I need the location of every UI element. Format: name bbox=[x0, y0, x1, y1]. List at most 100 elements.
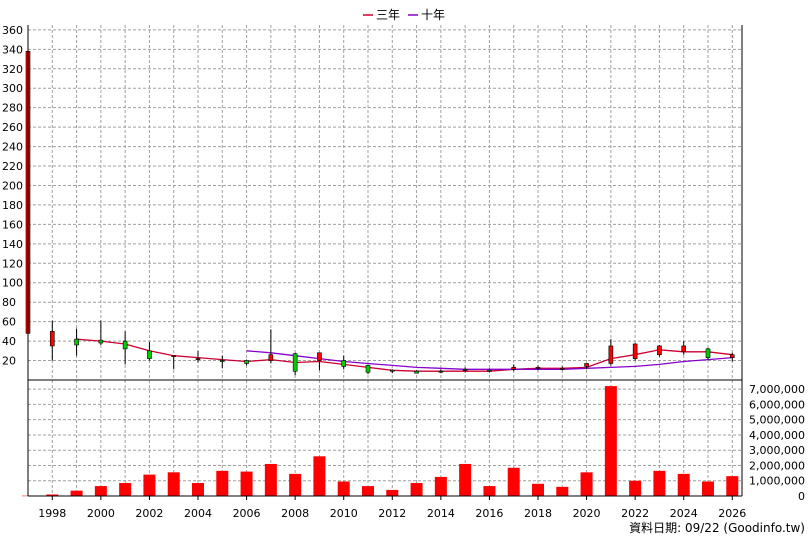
year-tick-label: 2018 bbox=[524, 507, 552, 520]
volume-tick-label: 5,000,000 bbox=[749, 414, 805, 427]
year-tick-label: 2000 bbox=[87, 507, 115, 520]
volume-bar bbox=[459, 463, 472, 496]
year-tick-label: 2004 bbox=[184, 507, 212, 520]
volume-bar bbox=[94, 486, 107, 496]
volume-bar bbox=[216, 470, 229, 496]
candle-body bbox=[584, 363, 589, 367]
candle-body bbox=[74, 338, 79, 346]
candle-body bbox=[195, 358, 201, 360]
price-tick-label: 280 bbox=[2, 102, 23, 115]
price-tick-label: 160 bbox=[2, 218, 23, 231]
candle-body bbox=[98, 339, 104, 344]
chart-legend: 三年 十年 bbox=[363, 8, 445, 22]
price-tick-label: 80 bbox=[2, 296, 16, 309]
volume-bar bbox=[629, 480, 642, 496]
price-tick-label: 60 bbox=[2, 316, 16, 329]
candle-body bbox=[49, 331, 55, 347]
candle-body bbox=[244, 360, 249, 364]
candle-body bbox=[389, 369, 395, 372]
volume-gridlines bbox=[28, 388, 742, 482]
year-tick-label: 2024 bbox=[670, 507, 698, 520]
price-tick-label: 320 bbox=[2, 63, 23, 76]
candle-body bbox=[608, 345, 614, 364]
candle-body bbox=[414, 370, 419, 374]
candle-body bbox=[487, 369, 492, 372]
candle-body bbox=[438, 370, 444, 373]
candle-body bbox=[462, 369, 468, 371]
price-tick-label: 220 bbox=[2, 160, 23, 173]
volume-bar bbox=[677, 473, 690, 496]
volume-bar bbox=[70, 490, 83, 496]
candle-body bbox=[559, 368, 565, 370]
price-axis-ticks: 20 40 60 80 100 120 140 160 180 200 220 240 260 280 30… bbox=[2, 24, 23, 368]
volume-bar bbox=[604, 386, 617, 496]
candle-body bbox=[268, 354, 274, 361]
candle-body bbox=[632, 343, 638, 359]
year-axis-ticks: 1998 2000 2002 2004 2006 2008 2010 2012 2014 2016… bbox=[38, 496, 746, 520]
price-tick-label: 260 bbox=[2, 121, 23, 134]
price-tick-label: 340 bbox=[2, 43, 23, 56]
volume-tick-label: 3,000,000 bbox=[749, 444, 805, 457]
candle-body bbox=[292, 353, 298, 372]
year-tick-label: 2010 bbox=[330, 507, 358, 520]
volume-bar bbox=[556, 486, 569, 496]
volume-bar bbox=[434, 476, 447, 496]
year-tick-label: 2012 bbox=[378, 507, 406, 520]
price-tick-label: 360 bbox=[2, 24, 23, 37]
volume-bar bbox=[386, 489, 399, 496]
year-tick-label: 2008 bbox=[281, 507, 309, 520]
price-tick-label: 300 bbox=[2, 82, 23, 95]
volume-bar bbox=[362, 486, 374, 496]
price-tick-label: 20 bbox=[2, 355, 16, 368]
volume-bar bbox=[532, 483, 544, 496]
candle-body bbox=[535, 367, 541, 369]
candle-body bbox=[705, 348, 711, 358]
volume-bar bbox=[702, 481, 714, 496]
legend-label-3yr: 三年 bbox=[376, 8, 400, 22]
year-tick-label: 2020 bbox=[573, 507, 601, 520]
candle-body bbox=[341, 360, 347, 367]
ma-3yr-line bbox=[76, 338, 733, 372]
volume-bar bbox=[119, 483, 132, 496]
legend-label-10yr: 十年 bbox=[421, 8, 445, 22]
candle-body bbox=[317, 352, 322, 361]
candlesticks bbox=[25, 29, 735, 376]
candle-body bbox=[122, 340, 128, 350]
year-tick-label: 2014 bbox=[427, 507, 455, 520]
volume-bar bbox=[192, 483, 204, 496]
price-tick-label: 200 bbox=[2, 179, 23, 192]
volume-bar bbox=[240, 471, 253, 496]
volume-tick-label: 2,000,000 bbox=[749, 459, 805, 472]
year-tick-label: 2022 bbox=[621, 507, 649, 520]
volume-tick-label: 7,000,000 bbox=[749, 383, 805, 396]
volume-bar bbox=[46, 494, 59, 496]
year-tick-label: 2006 bbox=[233, 507, 261, 520]
volume-bar bbox=[337, 481, 350, 496]
candle-body bbox=[657, 345, 662, 356]
candle-body bbox=[729, 354, 735, 358]
volume-bar bbox=[483, 486, 496, 496]
volume-bar bbox=[143, 474, 156, 496]
candle-body bbox=[219, 360, 225, 362]
price-tick-label: 140 bbox=[2, 238, 23, 251]
volume-bar bbox=[313, 456, 326, 496]
volume-axis-ticks: 0 1,000,000 2,000,000 3,000,000 4,000,000 5,0… bbox=[749, 383, 805, 503]
volume-bars bbox=[22, 386, 739, 497]
volume-tick-label: 6,000,000 bbox=[749, 398, 805, 411]
price-tick-label: 240 bbox=[2, 141, 23, 154]
price-tick-label: 40 bbox=[2, 335, 16, 348]
price-tick-label: 100 bbox=[2, 277, 23, 290]
volume-bar bbox=[726, 476, 739, 496]
price-tick-label: 120 bbox=[2, 257, 23, 270]
price-gridlines bbox=[28, 25, 742, 496]
year-tick-label: 2016 bbox=[475, 507, 503, 520]
volume-bar bbox=[289, 473, 302, 496]
volume-bar bbox=[507, 467, 520, 496]
volume-bar bbox=[264, 463, 277, 496]
volume-tick-label: 0 bbox=[798, 490, 805, 503]
chart-axes bbox=[27, 25, 743, 497]
volume-bar bbox=[167, 472, 180, 496]
source-note: 資料日期: 09/22 (Goodinfo.tw) bbox=[629, 521, 805, 535]
price-tick-label: 180 bbox=[2, 199, 23, 212]
